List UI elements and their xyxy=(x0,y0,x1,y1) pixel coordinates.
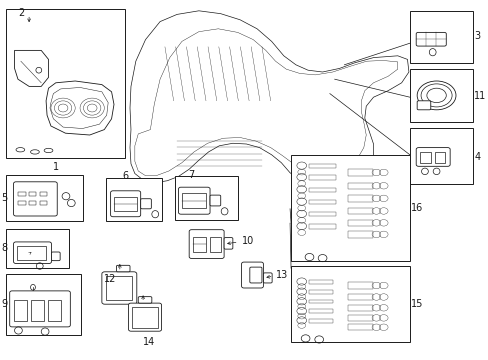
FancyBboxPatch shape xyxy=(14,242,51,264)
Bar xyxy=(308,319,333,323)
FancyBboxPatch shape xyxy=(51,252,60,261)
Bar xyxy=(14,300,27,321)
Bar xyxy=(347,282,372,289)
Bar xyxy=(434,152,445,163)
Bar xyxy=(30,300,44,321)
Bar xyxy=(308,175,335,180)
FancyBboxPatch shape xyxy=(415,32,446,46)
Bar xyxy=(347,324,372,330)
FancyBboxPatch shape xyxy=(416,101,430,110)
Text: 13: 13 xyxy=(275,270,287,280)
Bar xyxy=(347,305,372,311)
Bar xyxy=(182,193,206,208)
Bar xyxy=(308,164,335,168)
FancyBboxPatch shape xyxy=(110,191,141,217)
Bar xyxy=(409,69,472,122)
Bar xyxy=(19,192,26,196)
Bar xyxy=(308,200,335,204)
FancyBboxPatch shape xyxy=(210,195,220,206)
Text: 5: 5 xyxy=(1,193,8,203)
Bar xyxy=(347,208,372,214)
Bar xyxy=(29,192,36,196)
Bar xyxy=(6,175,83,221)
FancyBboxPatch shape xyxy=(241,262,263,288)
Bar xyxy=(105,178,161,221)
Bar xyxy=(308,290,333,294)
Bar xyxy=(347,169,372,176)
Bar xyxy=(210,237,220,252)
FancyBboxPatch shape xyxy=(224,238,232,249)
Text: 2: 2 xyxy=(19,8,24,18)
Bar xyxy=(347,315,372,321)
Bar xyxy=(6,229,69,268)
FancyBboxPatch shape xyxy=(116,265,130,272)
Text: 11: 11 xyxy=(473,91,486,101)
Bar xyxy=(132,307,157,328)
Bar xyxy=(347,294,372,300)
Bar xyxy=(105,276,132,300)
Text: 15: 15 xyxy=(410,299,423,309)
Bar xyxy=(347,183,372,189)
Bar xyxy=(40,201,47,205)
Text: 3: 3 xyxy=(473,31,480,41)
Bar xyxy=(40,192,47,196)
Bar xyxy=(290,266,409,342)
FancyBboxPatch shape xyxy=(189,230,224,258)
Text: 7: 7 xyxy=(188,170,194,180)
Bar xyxy=(409,11,472,63)
Bar xyxy=(308,188,335,192)
Bar xyxy=(347,195,372,202)
Text: 9: 9 xyxy=(1,299,8,309)
Bar xyxy=(347,231,372,238)
Text: 12: 12 xyxy=(104,274,117,284)
Bar xyxy=(29,201,36,205)
FancyBboxPatch shape xyxy=(102,272,137,304)
FancyBboxPatch shape xyxy=(10,291,70,327)
Text: 10: 10 xyxy=(241,236,253,246)
Bar xyxy=(192,237,206,252)
Bar xyxy=(308,309,333,313)
Bar xyxy=(19,201,26,205)
Bar xyxy=(308,280,333,284)
FancyBboxPatch shape xyxy=(415,148,449,166)
Text: 14: 14 xyxy=(143,337,155,347)
FancyBboxPatch shape xyxy=(141,199,151,209)
Bar xyxy=(308,212,335,216)
FancyBboxPatch shape xyxy=(138,297,151,303)
Bar xyxy=(308,300,333,303)
Bar xyxy=(6,274,81,335)
FancyBboxPatch shape xyxy=(263,273,272,283)
Text: 1: 1 xyxy=(53,162,59,172)
FancyBboxPatch shape xyxy=(249,267,262,283)
Text: 8: 8 xyxy=(1,243,8,253)
Text: 16: 16 xyxy=(410,203,423,213)
Bar xyxy=(290,155,409,261)
FancyBboxPatch shape xyxy=(128,303,161,331)
FancyBboxPatch shape xyxy=(14,182,57,216)
Bar xyxy=(47,300,61,321)
FancyBboxPatch shape xyxy=(178,187,210,214)
Bar xyxy=(347,220,372,226)
Text: 4: 4 xyxy=(473,152,480,162)
Bar xyxy=(174,176,237,220)
Bar xyxy=(308,224,335,229)
Bar xyxy=(419,152,430,163)
Text: 6: 6 xyxy=(122,171,128,181)
Bar xyxy=(114,197,137,211)
Bar xyxy=(6,9,124,158)
Bar xyxy=(18,246,45,260)
Bar xyxy=(409,128,472,184)
